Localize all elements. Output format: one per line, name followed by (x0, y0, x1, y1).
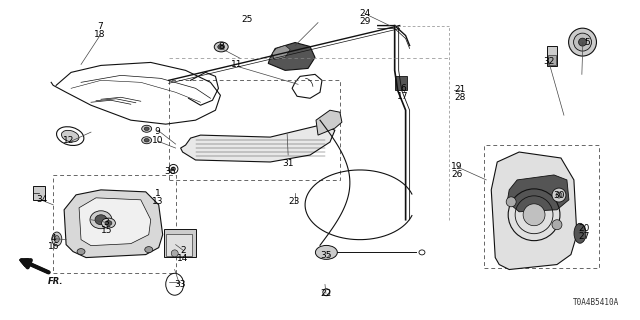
Text: 14: 14 (177, 254, 189, 263)
Bar (53, 175, 175, 273)
Ellipse shape (102, 218, 115, 228)
Polygon shape (507, 175, 569, 212)
Text: 5: 5 (585, 38, 591, 47)
Text: 19: 19 (451, 162, 463, 171)
Polygon shape (268, 43, 315, 70)
Text: 1: 1 (155, 189, 161, 198)
Ellipse shape (214, 42, 228, 52)
Ellipse shape (556, 192, 562, 198)
Text: 28: 28 (454, 93, 466, 102)
Text: 21: 21 (454, 85, 466, 94)
Bar (548, 55, 556, 65)
Ellipse shape (52, 232, 62, 246)
Text: 32: 32 (544, 57, 555, 66)
Ellipse shape (61, 130, 79, 142)
Ellipse shape (506, 197, 516, 207)
Ellipse shape (95, 215, 107, 225)
Bar (33, 186, 45, 200)
Ellipse shape (552, 220, 562, 230)
Ellipse shape (141, 137, 152, 144)
Text: 25: 25 (241, 15, 252, 24)
Polygon shape (79, 198, 151, 246)
Bar (484, 145, 599, 268)
Text: 26: 26 (451, 170, 463, 179)
Polygon shape (316, 110, 342, 135)
Polygon shape (272, 45, 290, 60)
Text: FR.: FR. (48, 277, 64, 286)
Text: 29: 29 (359, 17, 371, 26)
Text: 36: 36 (164, 167, 176, 176)
Text: 4: 4 (51, 234, 56, 243)
Ellipse shape (54, 236, 60, 243)
Text: 12: 12 (63, 136, 74, 145)
Polygon shape (64, 190, 163, 258)
Ellipse shape (145, 247, 153, 252)
Ellipse shape (172, 167, 175, 171)
Ellipse shape (144, 127, 149, 131)
Text: 7: 7 (97, 22, 103, 31)
Text: 35: 35 (321, 251, 332, 260)
Text: 17: 17 (397, 92, 408, 101)
Text: 13: 13 (152, 197, 163, 206)
Text: 8: 8 (218, 42, 224, 52)
Polygon shape (492, 152, 577, 269)
Ellipse shape (316, 245, 337, 260)
Text: T0A4B5410A: T0A4B5410A (572, 298, 619, 307)
Ellipse shape (141, 125, 152, 132)
Bar (166, 234, 191, 256)
Text: 11: 11 (232, 60, 243, 69)
Text: 24: 24 (359, 9, 370, 18)
Polygon shape (180, 125, 335, 162)
Text: 27: 27 (579, 232, 590, 241)
Text: 31: 31 (282, 159, 294, 168)
Text: 6: 6 (400, 84, 406, 93)
Ellipse shape (105, 220, 112, 226)
Ellipse shape (523, 204, 545, 226)
Bar (547, 46, 557, 66)
Text: 3: 3 (104, 218, 109, 227)
Text: 34: 34 (36, 195, 47, 204)
Text: 15: 15 (100, 226, 112, 235)
Bar (395, 76, 407, 90)
Ellipse shape (172, 250, 178, 257)
Ellipse shape (218, 44, 225, 49)
Text: 10: 10 (152, 136, 163, 145)
Ellipse shape (568, 28, 596, 56)
Text: 22: 22 (321, 289, 332, 298)
Ellipse shape (77, 249, 85, 255)
FancyArrowPatch shape (21, 260, 49, 272)
Text: 2: 2 (180, 246, 186, 255)
Text: 30: 30 (553, 190, 564, 200)
Bar (164, 229, 196, 257)
Text: 20: 20 (579, 224, 590, 233)
Ellipse shape (144, 139, 149, 142)
Text: 9: 9 (155, 127, 161, 136)
Ellipse shape (573, 33, 591, 51)
Ellipse shape (90, 211, 112, 229)
Text: 16: 16 (48, 242, 60, 251)
Ellipse shape (574, 223, 586, 243)
Ellipse shape (552, 188, 566, 202)
Ellipse shape (579, 38, 586, 46)
Bar (169, 80, 340, 180)
Text: 23: 23 (289, 197, 300, 206)
Text: 18: 18 (95, 30, 106, 39)
Text: 33: 33 (174, 280, 186, 289)
